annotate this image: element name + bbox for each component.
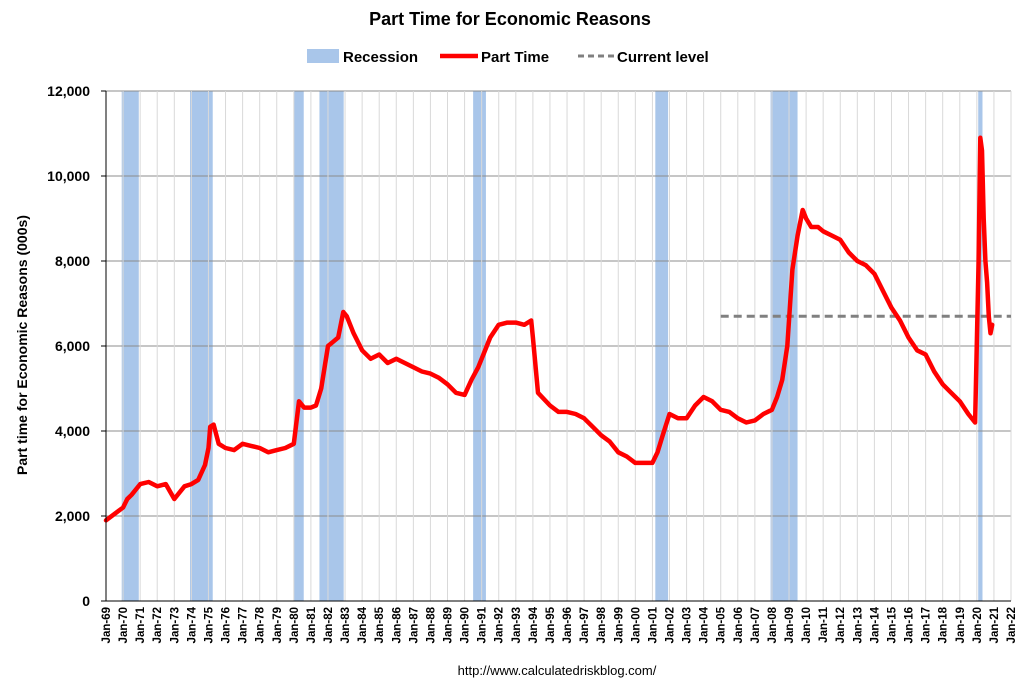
gridlines (106, 90, 1012, 601)
x-tick-label: Jan-14 (869, 606, 881, 643)
x-tick-label: Jan-21 (989, 606, 1001, 643)
x-tick-label: Jan-82 (323, 607, 335, 643)
y-tick-label: 12,000 (47, 83, 90, 99)
x-tick-label: Jan-79 (272, 607, 284, 643)
legend: Recession Part Time Current level (307, 49, 709, 66)
x-axis-ticks: Jan-69 Jan-70 Jan-71 Jan-72 Jan-73 Jan-74 Jan-… (101, 606, 1018, 643)
x-tick-label: Jan-08 (767, 606, 779, 643)
y-tick-label: 10,000 (47, 168, 90, 184)
source-url: http://www.calculatedriskblog.com/ (458, 663, 657, 678)
x-tick-label: Jan-88 (425, 606, 437, 643)
x-tick-label: Jan-20 (972, 607, 984, 643)
x-tick-label: Jan-77 (238, 607, 250, 643)
x-tick-label: Jan-02 (664, 607, 676, 643)
x-tick-label: Jan-01 (647, 606, 659, 643)
x-tick-label: Jan-93 (511, 607, 523, 643)
x-tick-label: Jan-76 (221, 607, 233, 643)
x-tick-label: Jan-74 (186, 606, 198, 643)
x-tick-label: Jan-73 (169, 607, 181, 643)
legend-recession-swatch (307, 49, 339, 63)
x-tick-label: Jan-11 (818, 606, 830, 642)
x-tick-label: Jan-16 (904, 607, 916, 643)
legend-current-level-label: Current level (617, 49, 709, 66)
y-axis-ticks: 0 2,000 4,000 6,000 8,000 10,000 12,000 (47, 83, 106, 609)
y-tick-label: 6,000 (55, 338, 90, 354)
x-tick-label: Jan-78 (255, 606, 267, 643)
x-tick-label: Jan-69 (101, 607, 113, 643)
y-tick-label: 8,000 (55, 253, 90, 269)
x-tick-label: Jan-75 (203, 606, 215, 643)
x-tick-label: Jan-19 (955, 607, 967, 643)
x-tick-label: Jan-09 (784, 607, 796, 643)
x-tick-label: Jan-83 (340, 607, 352, 643)
x-tick-label: Jan-84 (357, 606, 369, 643)
series-part-time-line (103, 135, 995, 523)
x-tick-label: Jan-17 (921, 607, 933, 643)
chart-title: Part Time for Economic Reasons (369, 9, 651, 29)
x-tick-label: Jan-94 (528, 606, 540, 643)
legend-recession-label: Recession (343, 49, 418, 66)
x-tick-label: Jan-72 (152, 607, 164, 643)
x-tick-label: Jan-81 (306, 606, 318, 643)
y-tick-label: 4,000 (55, 423, 90, 439)
x-tick-label: Jan-95 (545, 606, 557, 643)
x-tick-label: Jan-96 (562, 607, 574, 643)
x-tick-label: Jan-80 (289, 607, 301, 643)
x-tick-label: Jan-05 (716, 606, 728, 643)
y-axis-label: Part time for Economic Reasons (000s) (14, 215, 30, 475)
x-tick-label: Jan-07 (750, 607, 762, 643)
legend-part-time-label: Part Time (481, 49, 549, 66)
x-tick-label: Jan-15 (886, 606, 898, 643)
x-tick-label: Jan-85 (374, 606, 386, 643)
x-tick-label: Jan-04 (699, 606, 711, 643)
x-tick-label: Jan-03 (682, 607, 694, 643)
x-tick-label: Jan-98 (596, 606, 608, 643)
x-tick-label: Jan-92 (494, 607, 506, 643)
x-tick-label: Jan-06 (733, 607, 745, 643)
x-tick-label: Jan-86 (391, 607, 403, 643)
x-tick-label: Jan-00 (630, 607, 642, 643)
x-tick-label: Jan-91 (477, 606, 489, 643)
x-tick-label: Jan-10 (801, 607, 813, 643)
y-tick-label: 0 (82, 593, 90, 609)
x-tick-label: Jan-13 (852, 607, 864, 643)
x-tick-label: Jan-22 (1006, 607, 1018, 643)
x-tick-label: Jan-87 (408, 607, 420, 643)
x-tick-label: Jan-97 (579, 607, 591, 643)
x-tick-label: Jan-71 (135, 606, 147, 643)
x-tick-label: Jan-89 (443, 607, 455, 643)
x-tick-label: Jan-70 (118, 607, 130, 643)
x-tick-label: Jan-90 (460, 607, 472, 643)
x-tick-label: Jan-12 (835, 607, 847, 643)
y-tick-label: 2,000 (55, 508, 90, 524)
x-tick-label: Jan-18 (938, 606, 950, 643)
x-tick-label: Jan-99 (613, 607, 625, 643)
